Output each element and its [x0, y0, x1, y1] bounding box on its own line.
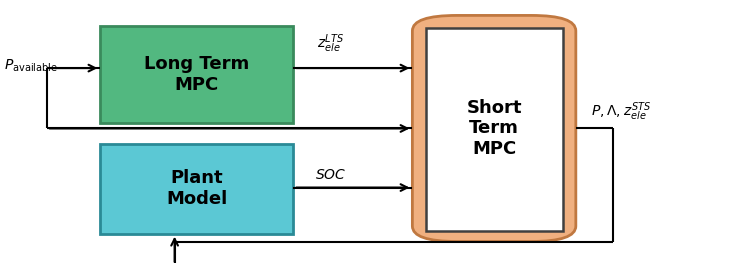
Text: $P_{\rm available}$: $P_{\rm available}$: [4, 57, 57, 74]
Text: Short
Term
MPC: Short Term MPC: [467, 99, 522, 158]
Text: Plant
Model: Plant Model: [166, 169, 227, 208]
Text: $z_{ele}^{LTS}$: $z_{ele}^{LTS}$: [317, 33, 344, 55]
Text: $SOC$: $SOC$: [315, 168, 346, 183]
Text: $P, \Lambda, z_{ele}^{STS}$: $P, \Lambda, z_{ele}^{STS}$: [591, 101, 651, 123]
Text: Long Term
MPC: Long Term MPC: [144, 55, 250, 94]
FancyBboxPatch shape: [100, 26, 293, 123]
FancyBboxPatch shape: [100, 144, 293, 234]
FancyBboxPatch shape: [426, 28, 563, 231]
FancyBboxPatch shape: [412, 16, 576, 241]
